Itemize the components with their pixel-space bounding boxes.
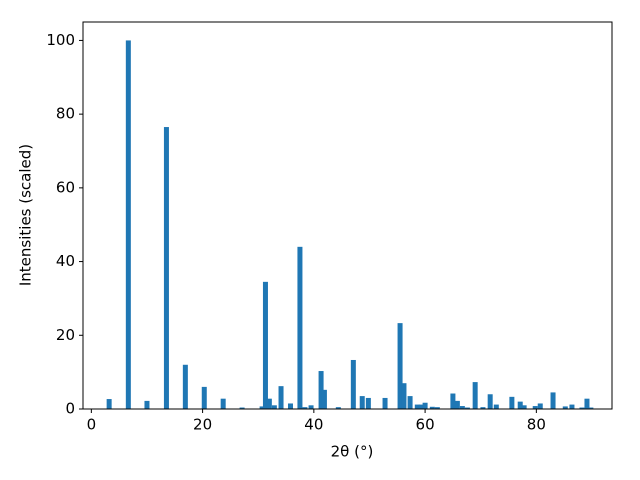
bar — [201, 386, 207, 409]
bar — [480, 407, 486, 409]
y-tick-label: 20 — [56, 326, 75, 344]
bar — [422, 402, 428, 409]
bar — [493, 404, 499, 409]
bar — [125, 40, 131, 410]
bar — [259, 406, 265, 409]
bar — [287, 403, 293, 409]
bar — [414, 404, 420, 409]
bar — [266, 398, 272, 409]
bar — [335, 407, 341, 409]
bar — [454, 400, 460, 409]
bar — [537, 403, 543, 409]
plot-frame — [82, 21, 613, 410]
y-tick-label: 100 — [46, 31, 75, 49]
bar — [517, 401, 523, 409]
bar — [487, 394, 493, 409]
bar — [407, 396, 413, 409]
bar — [397, 323, 403, 409]
bar — [359, 396, 365, 409]
bar — [365, 397, 371, 409]
bar — [532, 406, 538, 409]
bar — [550, 392, 556, 409]
bar — [588, 407, 594, 409]
bar — [271, 405, 277, 409]
bar — [278, 386, 284, 409]
bar — [509, 396, 515, 409]
bar — [429, 406, 435, 409]
bar — [163, 127, 169, 410]
y-tick-label: 40 — [56, 252, 75, 270]
bar — [418, 404, 424, 409]
bar — [182, 364, 188, 409]
bar — [318, 371, 324, 409]
bar — [569, 404, 575, 409]
x-tick-label: 60 — [416, 416, 435, 434]
x-tick-label: 40 — [304, 416, 323, 434]
bar — [562, 406, 568, 409]
bar — [382, 397, 388, 409]
bar — [584, 398, 590, 409]
y-tick-label: 60 — [56, 178, 75, 196]
bar — [401, 383, 407, 409]
bar — [464, 407, 470, 409]
bar — [239, 407, 245, 409]
bar — [220, 398, 226, 409]
x-tick-label: 0 — [87, 416, 97, 434]
bar — [106, 399, 112, 409]
bar — [302, 407, 308, 409]
bar — [434, 407, 440, 409]
bar — [450, 393, 456, 409]
bar — [297, 246, 303, 409]
bar — [144, 400, 150, 409]
bar — [350, 359, 356, 409]
x-tick-label: 80 — [527, 416, 546, 434]
bar — [472, 382, 478, 409]
y-tick-label: 0 — [65, 400, 75, 418]
bar — [579, 407, 585, 409]
bar — [321, 389, 327, 409]
x-tick-label: 20 — [193, 416, 212, 434]
x-axis-label: 2θ (°) — [331, 443, 374, 461]
bar — [459, 406, 465, 409]
bar — [308, 405, 314, 409]
bar — [521, 405, 527, 409]
bar — [262, 281, 268, 409]
y-tick-label: 80 — [56, 105, 75, 123]
y-axis-label: Intensities (scaled) — [17, 144, 35, 286]
